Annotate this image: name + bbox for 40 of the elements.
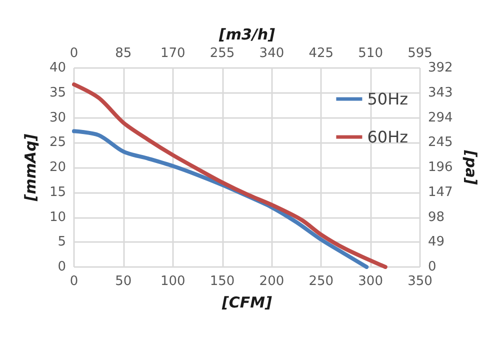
y2-tick-label: 147 (428, 184, 453, 200)
y-tick-label: 10 (49, 210, 66, 225)
y2-tick-label: 49 (428, 234, 445, 250)
y-tick-label: 35 (49, 85, 66, 100)
y2-tick-label: 196 (428, 160, 453, 175)
y2-tick-label: 294 (428, 110, 453, 126)
x-tick-label: 300 (358, 274, 383, 289)
x-tick-label: 100 (160, 274, 186, 289)
y2-tick-label: 98 (428, 210, 445, 225)
y2-tick-label: 0 (428, 260, 436, 274)
x-tick-label: 50 (115, 274, 132, 289)
y2-tick-label: 245 (428, 135, 453, 150)
x2-tick-label: 595 (408, 46, 432, 61)
legend-label: 60Hz (367, 128, 408, 146)
x2-tick-label: 340 (259, 46, 284, 61)
x2-tick-label: 85 (115, 46, 132, 61)
x-tick-label: 150 (210, 274, 235, 289)
x2-tick-label: 255 (210, 46, 235, 61)
y2-tick-label: 343 (428, 85, 453, 100)
x-axis-title: [CFM] (221, 294, 272, 312)
x2-tick-label: 510 (358, 46, 383, 61)
y-tick-label: 0 (58, 260, 66, 274)
y2-axis-title: [pa] (462, 149, 480, 185)
x-tick-label: 0 (70, 274, 78, 289)
x2-tick-label: 170 (160, 46, 186, 61)
y-tick-label: 25 (49, 135, 66, 150)
y-tick-label: 30 (49, 110, 66, 126)
x2-axis-title: [m3/h] (218, 26, 276, 44)
legend-label: 50Hz (367, 90, 408, 108)
x-tick-label: 200 (259, 274, 284, 289)
y-axis-title: [mmAq] (22, 134, 40, 202)
x-tick-label: 250 (308, 274, 334, 289)
y-tick-label: 40 (49, 60, 66, 76)
x2-tick-label: 0 (70, 46, 78, 61)
y2-tick-label: 392 (428, 60, 453, 76)
y-tick-label: 5 (58, 234, 66, 250)
x2-tick-label: 425 (308, 46, 334, 61)
y-tick-label: 20 (49, 160, 66, 175)
x-tick-label: 350 (408, 274, 432, 289)
y-tick-label: 15 (49, 184, 66, 200)
